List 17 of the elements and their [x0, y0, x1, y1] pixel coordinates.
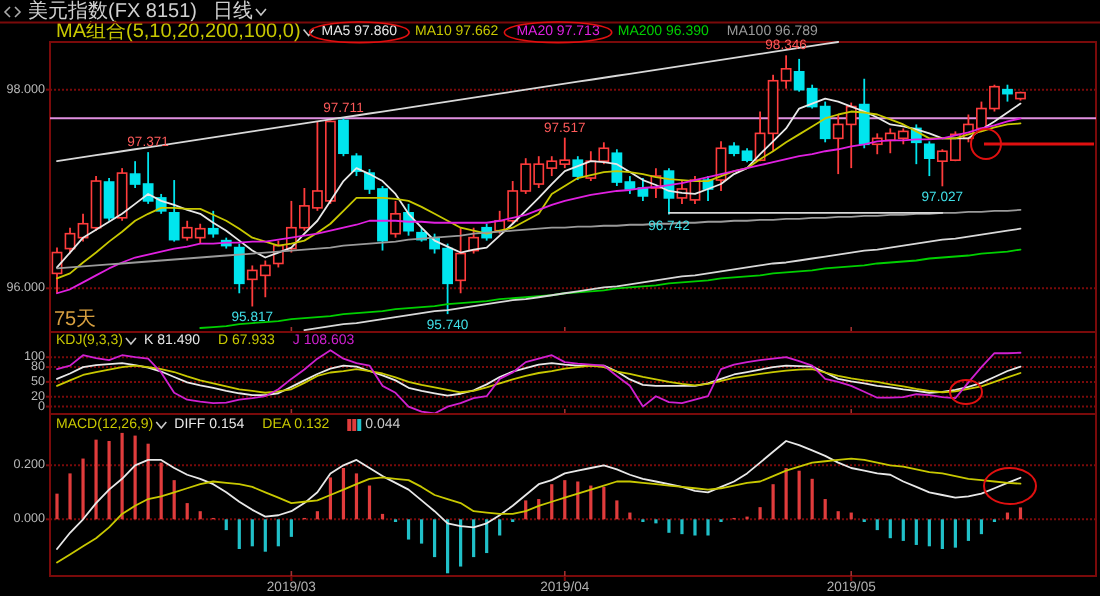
- line-series: [303, 227, 1022, 331]
- candlestick: [338, 117, 349, 158]
- line-series: [56, 349, 1022, 415]
- candlestick: [207, 209, 219, 239]
- candlestick: [233, 242, 245, 295]
- line-series: [56, 41, 840, 163]
- chart-subtitle: 日线: [212, 0, 253, 23]
- candlestick: [455, 226, 467, 295]
- candlestick: [116, 167, 128, 222]
- candlestick: [923, 140, 935, 177]
- chart-title: 美元指数(FX 8151): [28, 0, 197, 23]
- line-series: [199, 248, 1022, 329]
- candlestick: [103, 177, 115, 222]
- candlestick: [168, 179, 180, 243]
- annotation: 75天: [54, 309, 97, 331]
- candlestick: [858, 77, 870, 150]
- candlestick: [390, 200, 401, 239]
